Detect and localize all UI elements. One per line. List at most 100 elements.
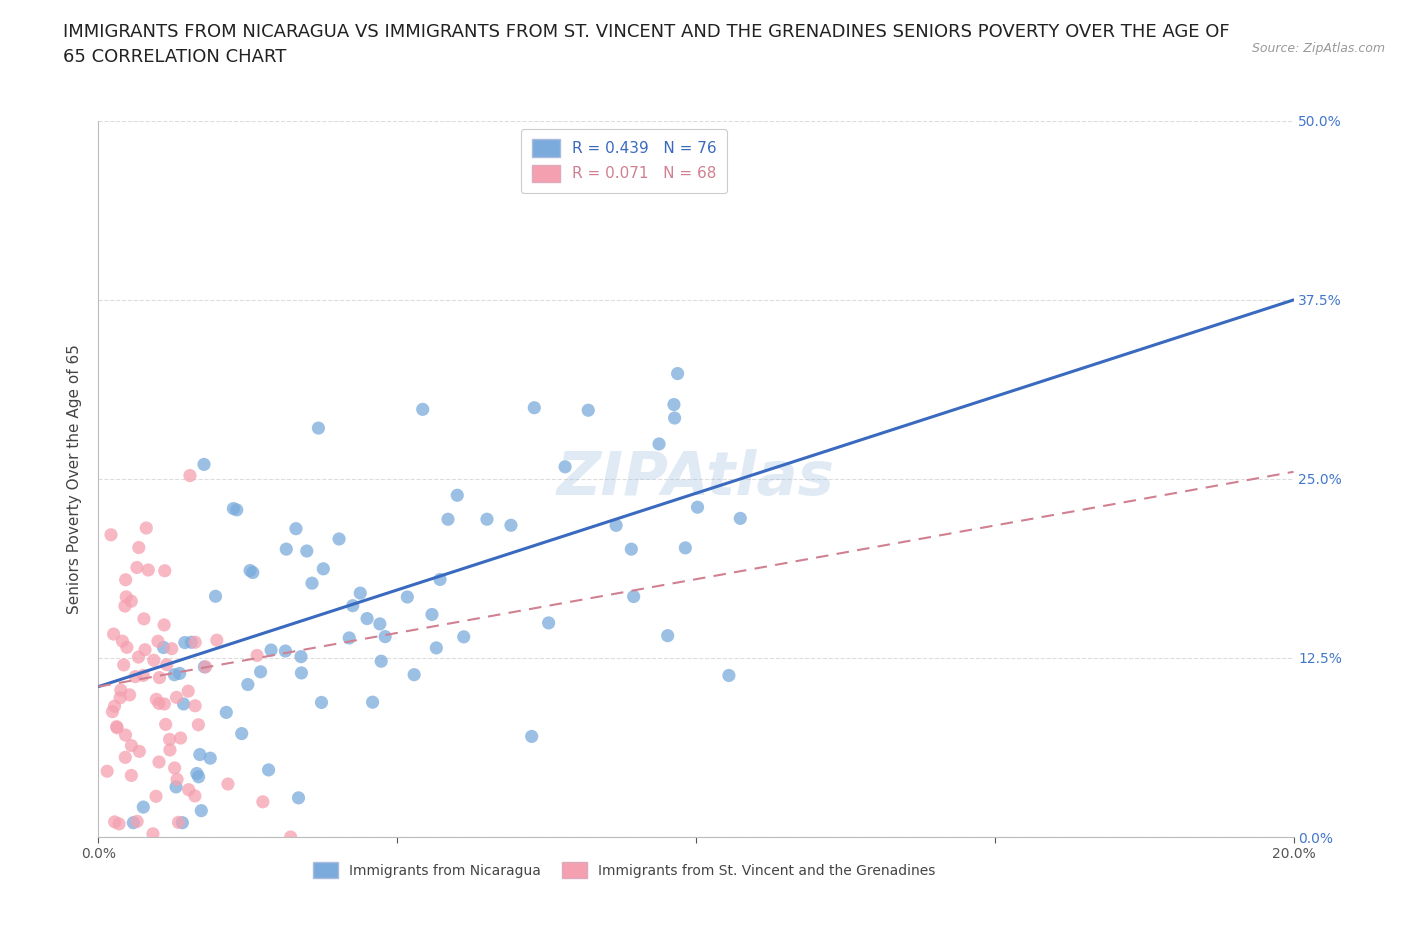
Point [717, 668, 740, 683]
Point [112, 658, 135, 672]
Point [554, 459, 576, 474]
Point [118, 687, 141, 702]
Point [125, 560, 148, 575]
Point [103, 627, 125, 642]
Point [179, 468, 201, 483]
Point [686, 499, 709, 514]
Point [370, 654, 392, 669]
Point [153, 697, 176, 711]
Point [730, 511, 752, 525]
Point [429, 572, 451, 587]
Point [537, 616, 560, 631]
Point [114, 727, 136, 742]
Point [142, 827, 165, 842]
Point [166, 690, 188, 705]
Point [180, 635, 202, 650]
Point [301, 576, 323, 591]
Point [368, 617, 391, 631]
Point [374, 630, 396, 644]
Point [132, 800, 155, 815]
Point [312, 562, 335, 577]
Point [475, 512, 498, 526]
Point [204, 589, 226, 604]
Point [104, 815, 127, 830]
Point [124, 670, 146, 684]
Point [285, 521, 308, 536]
Point [620, 541, 643, 556]
Point [225, 502, 247, 517]
Point [108, 690, 131, 705]
Point [193, 659, 215, 674]
Text: Source: ZipAtlas.com: Source: ZipAtlas.com [1251, 42, 1385, 55]
Point [280, 830, 302, 844]
Point [187, 769, 209, 784]
Point [103, 698, 125, 713]
Point [128, 744, 150, 759]
Point [159, 742, 181, 757]
Point [120, 593, 142, 608]
Point [132, 611, 155, 626]
Point [576, 403, 599, 418]
Point [190, 804, 212, 818]
Point [217, 777, 239, 791]
Point [274, 644, 297, 658]
Point [520, 729, 543, 744]
Point [260, 643, 283, 658]
Point [114, 572, 136, 587]
Point [177, 684, 200, 698]
Point [356, 611, 378, 626]
Point [673, 540, 696, 555]
Point [115, 640, 138, 655]
Point [404, 667, 426, 682]
Point [172, 816, 194, 830]
Point [145, 789, 167, 804]
Point [153, 564, 176, 578]
Point [186, 766, 208, 781]
Point [184, 698, 207, 713]
Point [215, 705, 238, 720]
Point [184, 635, 207, 650]
Point [134, 643, 156, 658]
Point [163, 668, 186, 683]
Point [114, 599, 136, 614]
Point [111, 633, 134, 648]
Point [222, 501, 245, 516]
Point [100, 527, 122, 542]
Point [108, 817, 131, 831]
Point [252, 794, 274, 809]
Point [290, 649, 312, 664]
Point [142, 653, 165, 668]
Point [96, 764, 118, 778]
Point [115, 590, 138, 604]
Point [311, 695, 333, 710]
Point [328, 532, 350, 547]
Point [105, 721, 128, 736]
Point [337, 631, 360, 645]
Point [287, 790, 309, 805]
Point [188, 747, 211, 762]
Point [239, 563, 262, 578]
Point [136, 563, 159, 578]
Point [173, 697, 195, 711]
Point [361, 695, 384, 710]
Point [165, 779, 187, 794]
Point [122, 816, 145, 830]
Point [169, 666, 191, 681]
Point [101, 704, 124, 719]
Point [105, 719, 128, 734]
Point [425, 641, 447, 656]
Point [120, 768, 142, 783]
Point [231, 726, 253, 741]
Point [523, 400, 546, 415]
Y-axis label: Seniors Poverty Over the Age of 65: Seniors Poverty Over the Age of 65 [67, 344, 83, 614]
Point [127, 650, 149, 665]
Point [242, 565, 264, 580]
Point [623, 589, 645, 604]
Point [657, 629, 679, 644]
Point [664, 410, 686, 425]
Point [257, 763, 280, 777]
Point [236, 677, 259, 692]
Point [163, 761, 186, 776]
Point [349, 586, 371, 601]
Point [159, 732, 181, 747]
